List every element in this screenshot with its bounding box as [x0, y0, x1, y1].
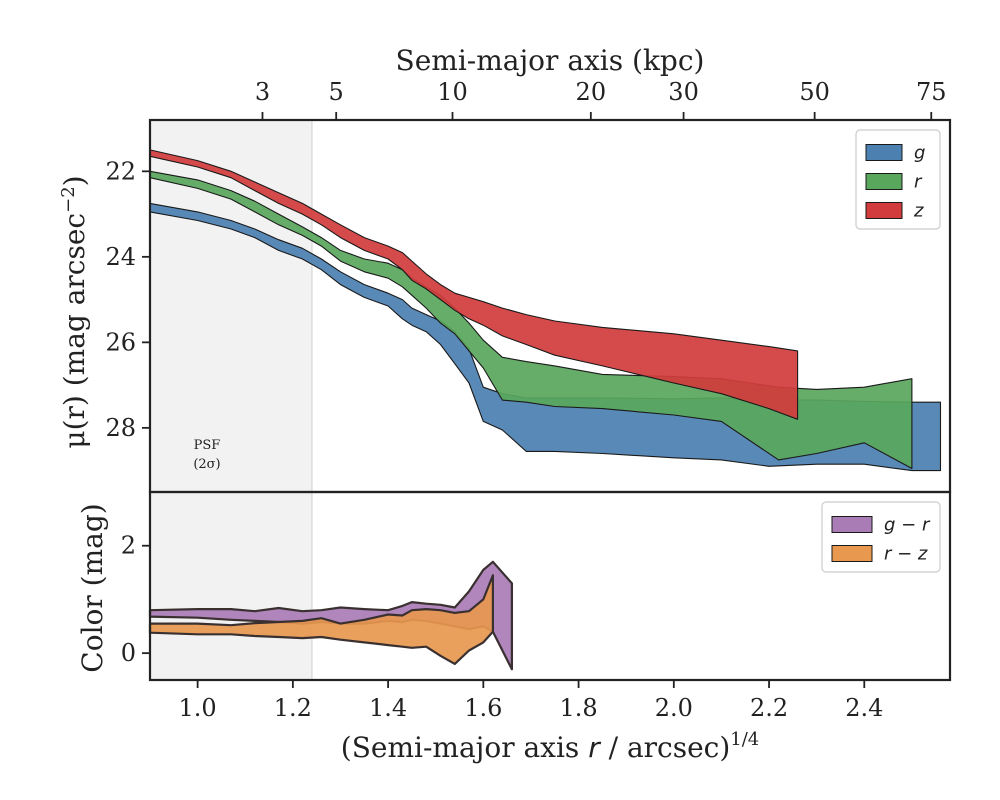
- psf-label-line2: (2σ): [193, 457, 220, 472]
- top-tick-label-3: 3: [255, 78, 270, 106]
- psf-label-line1: PSF: [194, 438, 221, 453]
- legend-label-z: z: [913, 201, 924, 222]
- bottom-x-title-sup: 1/4: [730, 729, 759, 750]
- top-y-axis-title: μ(r) (mag arcsec−2): [58, 175, 91, 448]
- legend-swatch-r-z: [831, 545, 873, 562]
- color-y-tick-label-0: 0: [121, 639, 136, 667]
- x-tick-label-1.8: 1.8: [559, 694, 597, 722]
- legend-label-g-r: g − r: [884, 515, 931, 536]
- bottom-y-axis-title: Color (mag): [76, 503, 109, 672]
- y-tick-label-22: 22: [105, 157, 136, 185]
- color-y-tick-label-2: 2: [121, 532, 136, 560]
- x-tick-label-1.6: 1.6: [464, 694, 502, 722]
- band-z: [149, 149, 799, 420]
- bottom-x-title-rest: / arcsec): [600, 731, 731, 764]
- x-tick-label-1.2: 1.2: [274, 694, 312, 722]
- legend-swatch-r: [865, 173, 903, 190]
- x-tick-label-2: 2.0: [655, 694, 693, 722]
- legend-label-r: r: [914, 172, 923, 193]
- top-axis-title: Semi-major axis (kpc): [396, 44, 705, 77]
- x-tick-label-2.2: 2.2: [750, 694, 788, 722]
- bottom-panel-frame: [148, 490, 952, 682]
- legend-swatch-g-r: [831, 516, 873, 533]
- y-tick-label-28: 28: [105, 414, 136, 442]
- top-tick-label-100: 100: [999, 78, 1000, 106]
- top-tick-label-30: 30: [668, 78, 699, 106]
- top-y-title-suffix: ): [58, 175, 91, 186]
- legend-label-r-z: r − z: [884, 544, 928, 565]
- top-y-title-prefix: μ(r) (mag arcsec: [58, 213, 91, 449]
- top-tick-label-50: 50: [799, 78, 830, 106]
- top-tick-label-75: 75: [916, 78, 947, 106]
- top-tick-label-10: 10: [437, 78, 468, 106]
- top-tick-label-20: 20: [576, 78, 607, 106]
- top-tick-label-5: 5: [329, 78, 344, 106]
- x-tick-label-2.4: 2.4: [845, 694, 883, 722]
- x-tick-label-1.4: 1.4: [369, 694, 407, 722]
- legend-swatch-z: [865, 202, 903, 219]
- y-tick-label-24: 24: [105, 243, 136, 271]
- legend-swatch-g: [865, 144, 903, 161]
- color-panel: 0 2 1.0 1.2 1.4 1.6 1.8 2.0 2.2 2.4 g − r r − z: [121, 490, 952, 722]
- bottom-x-title-main: (Semi-major axis: [341, 731, 588, 764]
- bottom-x-title-italic: r: [588, 731, 601, 764]
- y-tick-label-26: 26: [105, 328, 136, 356]
- top-y-title-sup: −2: [58, 186, 79, 213]
- legend-label-g: g: [914, 143, 925, 164]
- bottom-x-axis-title: (Semi-major axis r / arcsec)1/4: [341, 729, 759, 764]
- surface-brightness-panel: 22242628351020305075100150grz: [105, 78, 1000, 680]
- band-r-z: [148, 574, 494, 665]
- x-tick-label-1: 1.0: [179, 694, 217, 722]
